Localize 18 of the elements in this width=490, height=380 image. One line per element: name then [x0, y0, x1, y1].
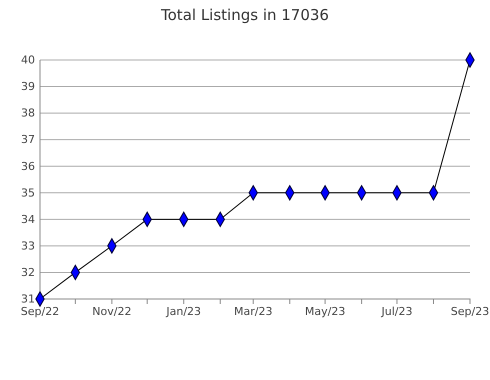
x-tick-label: Sep/22: [20, 304, 60, 318]
x-tick-label: Sep/23: [450, 304, 490, 318]
y-tick-label: 37: [21, 133, 35, 146]
x-tick-label: Jan/23: [165, 304, 202, 318]
y-tick-label: 32: [21, 266, 35, 279]
x-tick-label: Jul/23: [380, 304, 412, 318]
y-tick-label: 39: [21, 80, 35, 94]
chart-title: Total Listings in 17036: [160, 6, 329, 24]
y-tick-label: 34: [21, 212, 35, 226]
x-tick-label: Mar/23: [234, 304, 272, 318]
x-tick-label: May/23: [304, 304, 346, 318]
y-tick-label: 31: [21, 292, 35, 306]
y-tick-label: 38: [21, 106, 35, 120]
y-tick-label: 33: [21, 239, 35, 252]
y-tick-label: 40: [21, 54, 35, 67]
x-tick-label: Nov/22: [92, 304, 132, 318]
y-tick-label: 35: [21, 186, 35, 200]
y-tick-label: 36: [21, 160, 35, 173]
